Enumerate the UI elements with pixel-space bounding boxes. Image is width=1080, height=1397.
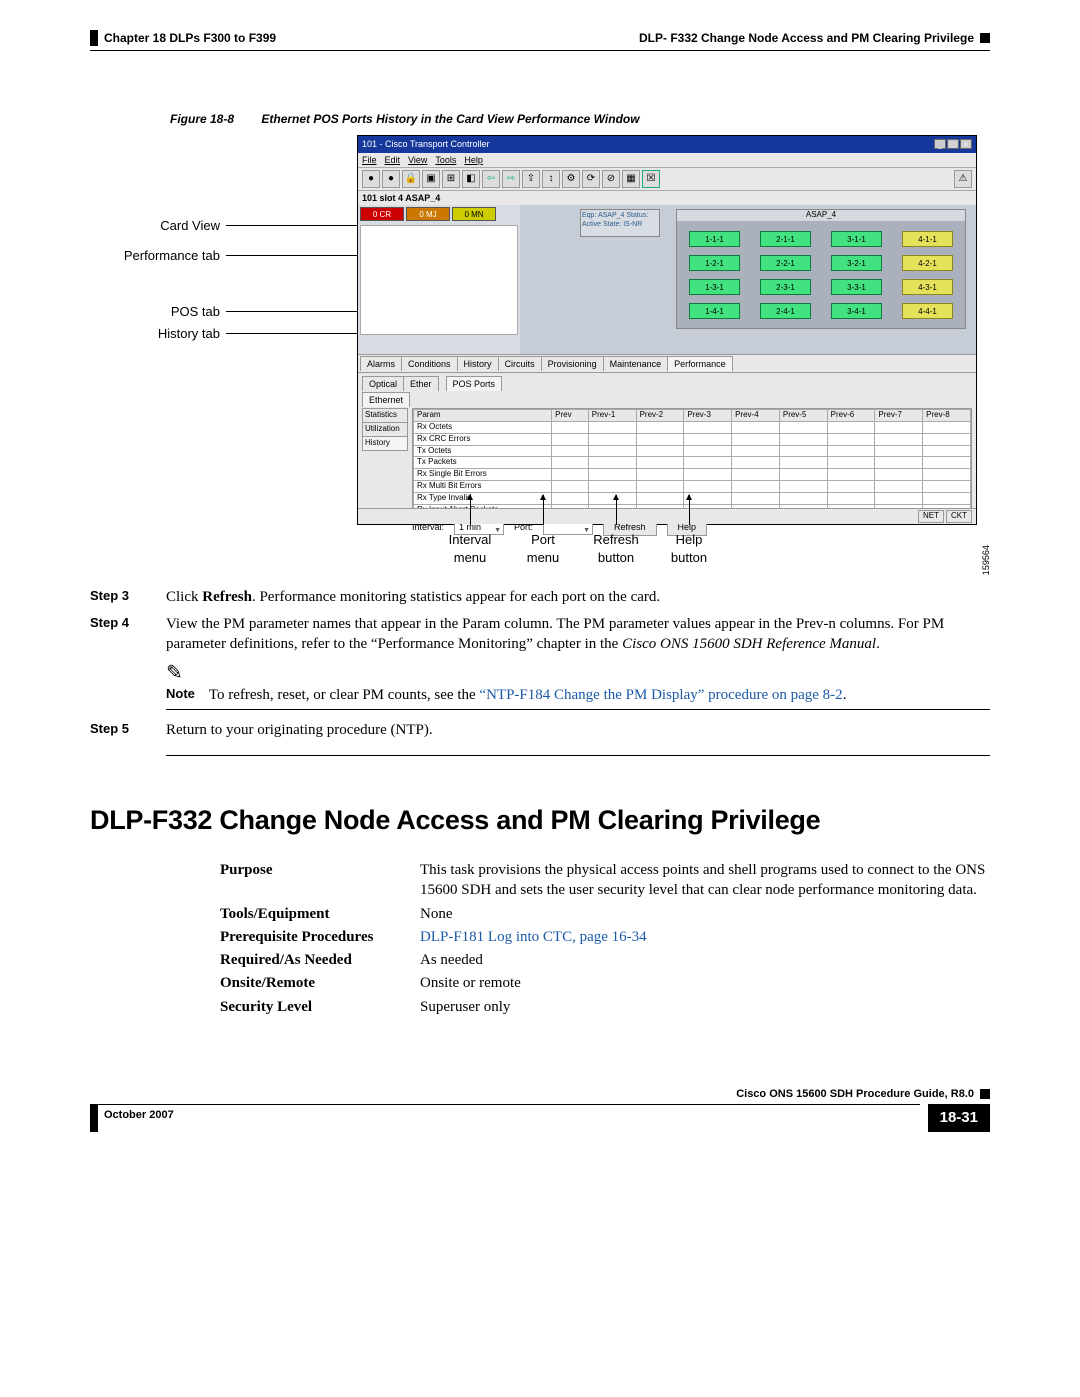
- status-mn: 0 MN: [452, 207, 496, 221]
- callout-history-tab: History tab: [90, 325, 220, 343]
- callout-interval: Interval menu: [440, 531, 500, 566]
- footer-page: 18-31: [928, 1104, 990, 1132]
- prereq-link[interactable]: DLP-F181 Log into CTC, page 16-34: [420, 929, 647, 945]
- callout-perf-tab: Performance tab: [90, 247, 220, 265]
- app-window: 101 - Cisco Transport Controller _□× Fil…: [357, 135, 977, 525]
- asap-port-cell[interactable]: 4-2-1: [902, 255, 953, 271]
- asap-port-cell[interactable]: 1-4-1: [689, 303, 740, 319]
- side-tabs[interactable]: Statistics Utilization History: [362, 408, 408, 449]
- note-icon: ✎: [166, 660, 990, 687]
- callout-port: Port menu: [518, 531, 568, 566]
- figure-caption: Figure 18-8 Ethernet POS Ports History i…: [170, 111, 990, 127]
- sub-tabs-1[interactable]: OpticalEtherPOS Ports: [362, 376, 972, 391]
- header-chapter: Chapter 18 DLPs F300 to F399: [90, 30, 276, 46]
- asap-port-cell[interactable]: 2-4-1: [760, 303, 811, 319]
- note-block: ✎ Note To refresh, reset, or clear PM co…: [166, 660, 990, 710]
- step-3: Step 3 Click Refresh. Performance monito…: [90, 587, 990, 607]
- footer-guide: Cisco ONS 15600 SDH Procedure Guide, R8.…: [736, 1087, 974, 1102]
- menubar[interactable]: FileEditViewToolsHelp: [358, 153, 976, 168]
- titlebar: 101 - Cisco Transport Controller _□×: [358, 136, 976, 152]
- asap-port-cell[interactable]: 4-4-1: [902, 303, 953, 319]
- callout-pos-tab: POS tab: [90, 303, 220, 321]
- breadcrumb: 101 slot 4 ASAP_4: [358, 191, 976, 205]
- header-rule: [90, 50, 990, 51]
- tab-ethernet[interactable]: Ethernet: [362, 392, 410, 407]
- steps: Step 3 Click Refresh. Performance monito…: [90, 587, 990, 755]
- status-mj: 0 MJ: [406, 207, 450, 221]
- card-view: 0 CR 0 MJ 0 MN Eqp: ASAP_4 Status: Activ…: [358, 205, 976, 355]
- asap-port-cell[interactable]: 2-2-1: [760, 255, 811, 271]
- callout-cardview: Card View: [90, 217, 220, 235]
- callouts-bottom: Interval menu Port menu Refresh button H…: [440, 531, 714, 566]
- header-marker: [980, 33, 990, 43]
- asap-port-cell[interactable]: 3-2-1: [831, 255, 882, 271]
- section-title: DLP-F332 Change Node Access and PM Clear…: [90, 802, 990, 838]
- asap-port-cell[interactable]: 3-4-1: [831, 303, 882, 319]
- info-box: Eqp: ASAP_4 Status: Active State: IS-NR: [580, 209, 660, 237]
- status-bar: NETCKT: [358, 508, 976, 524]
- asap-port-cell[interactable]: 3-3-1: [831, 279, 882, 295]
- window-buttons[interactable]: _□×: [933, 138, 972, 150]
- steps-end-rule: [166, 755, 990, 756]
- asap-port-cell[interactable]: 4-3-1: [902, 279, 953, 295]
- asap-panel: ASAP_4 1-1-12-1-13-1-14-1-11-2-12-2-13-2…: [676, 209, 966, 329]
- figure-title: Ethernet POS Ports History in the Card V…: [261, 112, 639, 126]
- footer-date: October 2007: [90, 1104, 920, 1132]
- asap-port-cell[interactable]: 1-3-1: [689, 279, 740, 295]
- pm-table: ParamPrevPrev-1Prev-2Prev-3Prev-4Prev-5P…: [412, 408, 972, 514]
- tab-performance: Performance: [667, 356, 733, 371]
- asap-port-cell[interactable]: 4-1-1: [902, 231, 953, 247]
- callout-help: Help button: [664, 531, 714, 566]
- callout-refresh: Refresh button: [586, 531, 646, 566]
- step-5: Step 5 Return to your originating proced…: [90, 720, 990, 740]
- toolbar[interactable]: ●●🔒▣⊞◧ ⇦⇨ ⇧↕⚙⟳⊘▦ ☒ ⚠: [358, 168, 976, 191]
- task-table: PurposeThis task provisions the physical…: [220, 860, 990, 1017]
- asap-port-cell[interactable]: 1-2-1: [689, 255, 740, 271]
- note-link[interactable]: “NTP-F184 Change the PM Display” procedu…: [479, 687, 842, 703]
- header-section: DLP- F332 Change Node Access and PM Clea…: [639, 30, 974, 46]
- figure-id: 159564: [980, 545, 992, 575]
- tab-pos-ports: POS Ports: [446, 376, 503, 391]
- tab-history: History: [362, 436, 408, 451]
- window-title: 101 - Cisco Transport Controller: [362, 138, 490, 150]
- asap-port-cell[interactable]: 1-1-1: [689, 231, 740, 247]
- footer-marker: [980, 1089, 990, 1099]
- main-tabs[interactable]: AlarmsConditionsHistoryCircuitsProvision…: [358, 355, 976, 373]
- status-cr: 0 CR: [360, 207, 404, 221]
- figure-label: Figure 18-8: [170, 112, 234, 126]
- page-header: Chapter 18 DLPs F300 to F399 DLP- F332 C…: [90, 30, 990, 46]
- page-footer: Cisco ONS 15600 SDH Procedure Guide, R8.…: [90, 1087, 990, 1132]
- asap-port-cell[interactable]: 2-1-1: [760, 231, 811, 247]
- step-4: Step 4 View the PM parameter names that …: [90, 614, 990, 655]
- figure-wrap: Card View Performance tab POS tab Histor…: [90, 135, 990, 565]
- asap-port-cell[interactable]: 3-1-1: [831, 231, 882, 247]
- asap-port-cell[interactable]: 2-3-1: [760, 279, 811, 295]
